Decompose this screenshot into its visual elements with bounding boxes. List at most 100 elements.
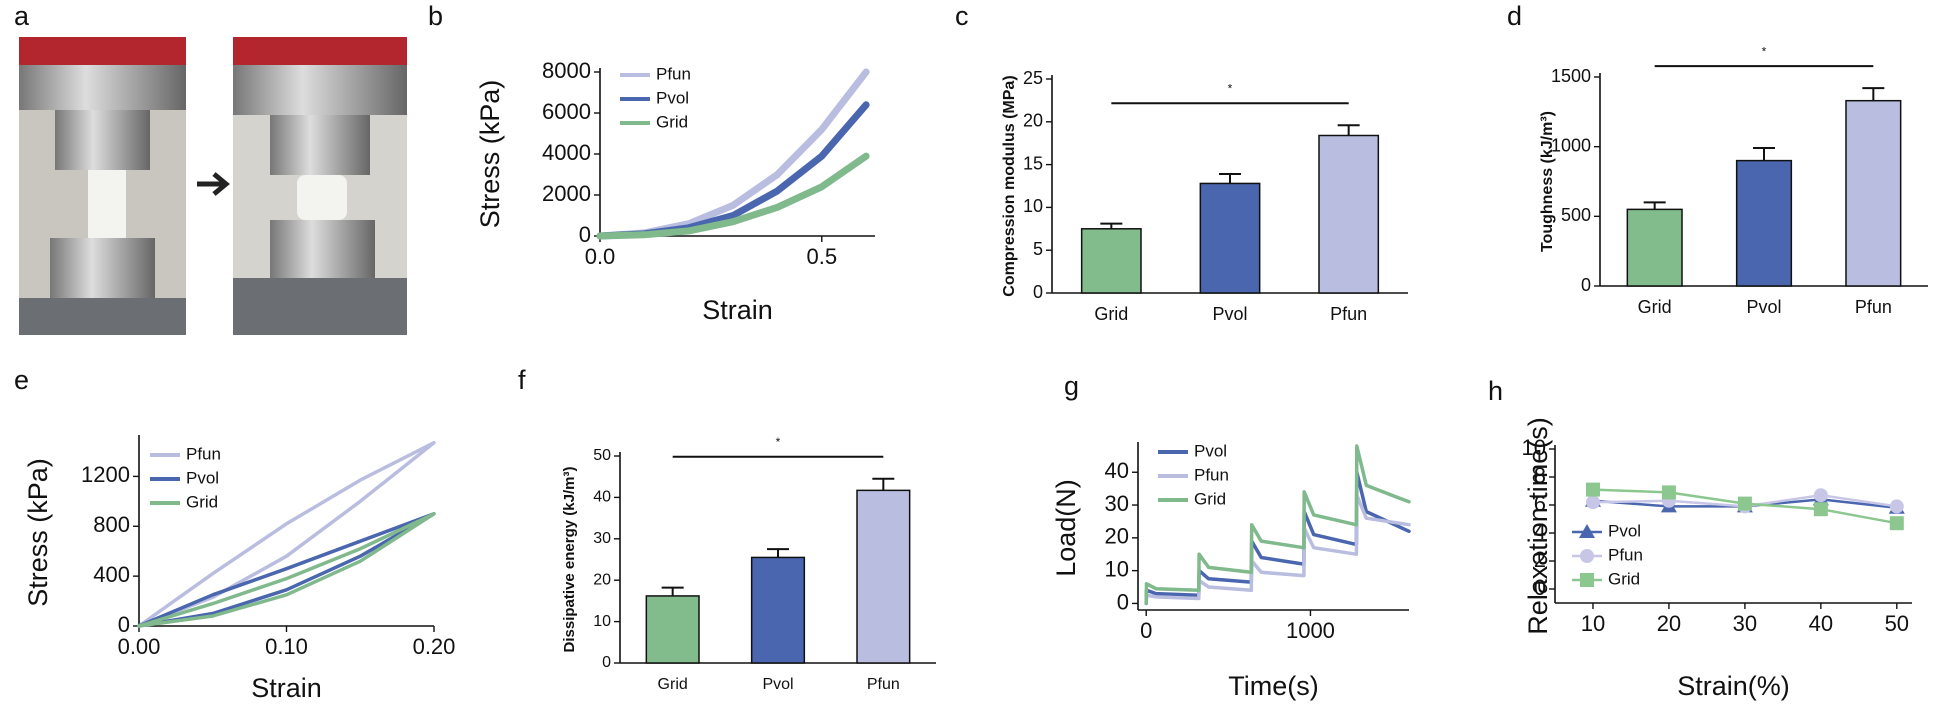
y-tick-label: 10	[1522, 435, 1546, 460]
legend-label: Pfun	[1194, 465, 1229, 484]
panel-label: g	[1064, 371, 1079, 401]
y-tick-label: 8	[1534, 463, 1546, 488]
error-bar	[1219, 173, 1241, 184]
x-tick-label: 0.0	[585, 244, 616, 269]
y-tick-label: 0	[1033, 282, 1043, 302]
marker	[1737, 496, 1752, 511]
bar	[645, 595, 700, 664]
marker	[1813, 502, 1828, 517]
x-tick-label: Pvol	[762, 676, 793, 693]
error-bar	[872, 477, 895, 491]
y-tick-label: 0	[1117, 589, 1129, 614]
x-tick-label: 0.5	[806, 244, 837, 269]
legend-label: Pvol	[1194, 441, 1227, 460]
panel-label: d	[1507, 1, 1522, 31]
bar	[1199, 182, 1261, 294]
series-line	[137, 440, 436, 628]
y-tick-label: 0	[602, 654, 611, 671]
x-tick-label: Pfun	[1330, 304, 1367, 324]
y-tick-label: 8000	[542, 58, 591, 83]
x-axis-label: Strain	[702, 295, 773, 325]
y-tick-label: 10	[1105, 556, 1129, 581]
legend-label: Pfun	[186, 444, 221, 463]
y-tick-label: 1000	[1551, 135, 1591, 155]
x-tick-label: 10	[1581, 611, 1605, 636]
series-line	[1144, 444, 1411, 606]
x-tick-label: Grid	[1094, 304, 1128, 324]
y-tick-label: 400	[93, 562, 130, 587]
y-tick-label: 50	[593, 447, 611, 464]
y-tick-label: 800	[93, 512, 130, 537]
chart-panel: 0 10 20 30 40 0 1000 Load(N) Time(s) Pvol Pfun Grid	[1051, 441, 1411, 701]
x-tick-label: 0.10	[265, 634, 308, 659]
legend-label: Grid	[656, 112, 688, 131]
x-tick-label: Pfun	[867, 676, 900, 693]
marker	[1661, 485, 1676, 500]
x-tick-label: 40	[1809, 611, 1833, 636]
y-axis-label: Stress (kPa)	[475, 80, 505, 229]
series-line	[1144, 470, 1411, 606]
y-axis-label: Load(N)	[1051, 479, 1081, 577]
y-tick-label: 1500	[1551, 66, 1591, 86]
panel-label: h	[1488, 376, 1503, 406]
y-tick-label: 40	[593, 489, 611, 506]
panel-label: c	[955, 1, 969, 31]
y-axis-label: Dissipative energy (kJ/m³)	[561, 467, 578, 653]
marker	[1813, 488, 1828, 503]
series-line	[137, 512, 436, 628]
marker	[1580, 549, 1594, 563]
x-tick-label: 0	[1140, 618, 1152, 643]
photo-before	[19, 37, 186, 335]
y-tick-label: 4000	[542, 140, 591, 165]
y-tick-label: 6	[1534, 491, 1546, 516]
y-tick-label: 20	[1105, 524, 1129, 549]
y-tick-label: 5	[1033, 239, 1043, 259]
error-bar	[1100, 222, 1123, 229]
y-axis-label: Compression modulus (MPa)	[1001, 75, 1018, 296]
marker	[1585, 482, 1600, 497]
bar	[1080, 228, 1142, 294]
significance-label: *	[776, 435, 781, 449]
x-axis-label: Strain(%)	[1677, 671, 1790, 701]
significance-label: *	[1228, 81, 1233, 95]
chart-panel: 0 2000 4000 6000 8000 0.0 0.5 Stress (kPa) Strai…	[475, 58, 875, 325]
y-axis-label: Relaxation time(s)	[1523, 417, 1553, 635]
y-tick-label: 30	[593, 530, 611, 547]
chart-panel: 0 5 10 15 20 25 Compression modulus (MPa) Grid P…	[1001, 68, 1408, 324]
chart-panel: 0 2 4 6 8 10 10 20 30 40 50 Relaxation time(s) Strai…	[1522, 417, 1912, 701]
y-tick-label: 0	[118, 612, 130, 637]
x-tick-label: Pvol	[1212, 304, 1247, 324]
error-bar	[1753, 147, 1775, 161]
series-line	[1144, 493, 1411, 606]
legend-label: Grid	[1194, 489, 1226, 508]
marker	[1889, 516, 1904, 531]
significance-label: *	[1762, 44, 1767, 58]
error-bar	[1862, 87, 1885, 101]
y-tick-label: 2000	[542, 181, 591, 206]
x-tick-label: Grid	[658, 676, 688, 693]
error-bar	[661, 586, 684, 596]
legend-label: Pfun	[1608, 545, 1643, 564]
y-tick-label: 0	[1581, 275, 1591, 295]
y-tick-label: 20	[593, 571, 611, 588]
bar	[1626, 208, 1683, 287]
photo-after	[233, 37, 407, 335]
y-tick-label: 0	[579, 222, 591, 247]
y-tick-label: 10	[593, 613, 611, 630]
bar	[750, 556, 806, 664]
y-tick-label: 6000	[542, 99, 591, 124]
error-bar	[767, 548, 789, 558]
y-axis-label: Stress (kPa)	[23, 458, 53, 607]
chart-panel: 0 500 1000 1500 Toughness (kJ/m³) Grid Pvol Pfu…	[1539, 44, 1928, 317]
x-tick-label: Pfun	[1855, 297, 1892, 317]
panel-label: b	[428, 1, 443, 31]
y-tick-label: 1200	[81, 462, 130, 487]
x-tick-label: 0.20	[413, 634, 456, 659]
y-axis-label: Toughness (kJ/m³)	[1539, 111, 1556, 252]
marker	[1580, 573, 1594, 587]
legend-label: Pvol	[186, 468, 219, 487]
y-tick-label: 30	[1105, 491, 1129, 516]
legend-label: Grid	[186, 492, 218, 511]
panel-label: e	[14, 365, 29, 395]
